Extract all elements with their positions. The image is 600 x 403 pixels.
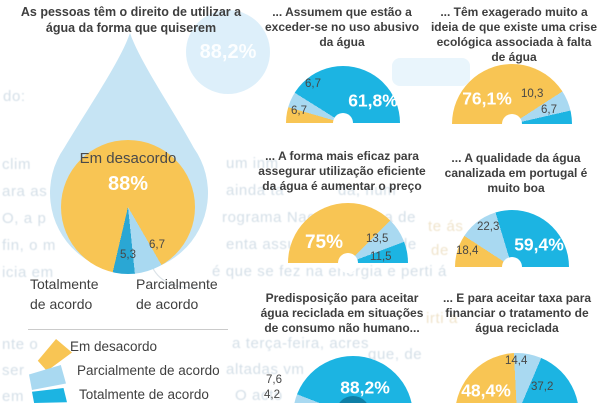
watermark-block [392, 58, 470, 86]
pie-category-label-right: Parcialmente de acordo [136, 276, 218, 313]
newsprint-fragment: irti a [426, 310, 458, 327]
legend-swatch-totalmente [32, 388, 67, 403]
segment-value-label: 7,6 [266, 374, 282, 386]
newsprint-fragment: do: [3, 88, 26, 105]
watermark-circle: 88,2% [186, 10, 270, 94]
newsprint-fragment: ara as [2, 183, 48, 200]
gauge-notch [336, 396, 370, 403]
newsprint-fragment: O acto [235, 387, 283, 403]
gauge-title-recycled-water: Predisposição para aceitar água reciclad… [260, 291, 424, 335]
gauge-notch [502, 114, 522, 134]
newsprint-fragment: um inm [226, 155, 279, 172]
gauge-notch [333, 113, 353, 133]
watermark-value: 88,2% [199, 40, 257, 63]
gauge-main-value: 48,4% [461, 380, 511, 401]
gauge-main-value: 88,2% [340, 377, 390, 398]
legend-divider [28, 329, 228, 330]
gauge-main-value: 75% [304, 232, 344, 253]
newsprint-fragment: é que se fez na energia e perti á [212, 263, 447, 280]
gauge-title-water-quality: ... A qualidade da água canalizada em po… [444, 151, 588, 195]
newsprint-fragment: clim [2, 156, 32, 173]
newsprint-fragment: te ás [428, 218, 464, 235]
agreement-pie-chart [61, 140, 195, 274]
segment-value-label: 4,2 [264, 389, 280, 401]
newsprint-fragment: que, de [368, 346, 423, 363]
segment-value-label: 11,5 [370, 251, 392, 263]
newsprint-fragment: altadas vm [226, 361, 305, 378]
segment-value-label: 10,3 [521, 88, 544, 100]
newsprint-fragment: da, num [338, 182, 397, 199]
newsprint-fragment: ser [2, 362, 25, 379]
newsprint-fragment: icia em [2, 264, 54, 281]
segment-value-label: 6,7 [541, 104, 557, 116]
segment-value-label: 14,4 [505, 355, 528, 367]
segment-value-label: 6,7 [305, 78, 321, 90]
segment-value-label: 5,3 [120, 249, 136, 261]
newsprint-fragment: de [431, 242, 449, 259]
pie-category-label-left: Totalmente de acordo [30, 276, 99, 313]
newsprint-fragment: O, a p [2, 210, 47, 227]
newsprint-fragment: rograma Nac [222, 209, 316, 226]
gauge-title-recycling-tax: ... E para aceitar taxa para financiar o… [442, 291, 592, 335]
gauge-main-value: 61,8% [348, 90, 398, 111]
gauge-title-price-increase: ... A forma mais eficaz para assegurar u… [258, 149, 426, 193]
pie-chart-title: As pessoas têm o direito de utilizar a á… [20, 5, 242, 35]
newsprint-fragment: em [2, 388, 25, 403]
gauge-main-value: 76,1% [462, 88, 512, 109]
gauge-main-value: 59,4% [514, 234, 564, 255]
legend-item-label: Totalmente de acordo [79, 387, 209, 402]
newsprint-fragment: ainda ta [226, 182, 285, 199]
pie-center-value: 88% [107, 173, 149, 195]
segment-value-label: 37,2 [531, 381, 554, 393]
newsprint-fragment: nte o [2, 336, 39, 353]
gauge-notch [502, 257, 522, 277]
gauge-notch [338, 253, 358, 273]
legend-item-label: Em desacordo [70, 339, 158, 354]
gauge-title-ecological-crisis: ... Têm exagerado muito a ideia de que e… [430, 5, 598, 64]
segment-value-label: 6,7 [149, 239, 165, 251]
segment-value-label: 6,7 [291, 105, 307, 117]
pie-center-label: Em desacordo [79, 150, 177, 167]
segment-value-label: 22,3 [477, 221, 500, 233]
segment-value-label: 13,5 [366, 233, 389, 245]
legend-item-label: Parcialmente de acordo [77, 363, 220, 378]
newsprint-fragment: fin, o m [2, 237, 56, 254]
gauge-title-excess-use: ... Assumem que estão a exceder-se no us… [264, 5, 420, 49]
segment-value-label: 18,4 [456, 245, 479, 257]
newsprint-fragment: a terça-feira, acres [232, 335, 370, 352]
